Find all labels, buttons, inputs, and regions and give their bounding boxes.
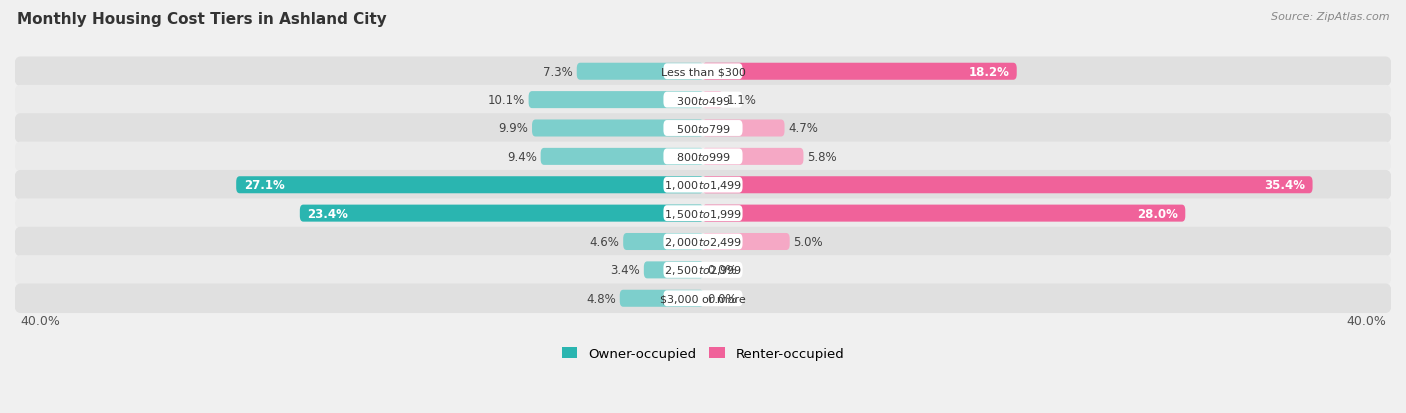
FancyBboxPatch shape xyxy=(664,234,742,250)
Text: Monthly Housing Cost Tiers in Ashland City: Monthly Housing Cost Tiers in Ashland Ci… xyxy=(17,12,387,27)
FancyBboxPatch shape xyxy=(703,64,1017,81)
Text: 18.2%: 18.2% xyxy=(969,66,1010,78)
FancyBboxPatch shape xyxy=(703,205,1185,222)
Text: Less than $300: Less than $300 xyxy=(661,67,745,77)
Text: 23.4%: 23.4% xyxy=(308,207,349,220)
FancyBboxPatch shape xyxy=(14,284,1392,313)
FancyBboxPatch shape xyxy=(703,149,803,166)
Text: 7.3%: 7.3% xyxy=(543,66,574,78)
Text: $2,500 to $2,999: $2,500 to $2,999 xyxy=(664,264,742,277)
Text: 1.1%: 1.1% xyxy=(727,94,756,107)
FancyBboxPatch shape xyxy=(531,120,703,137)
FancyBboxPatch shape xyxy=(14,171,1392,200)
Text: 40.0%: 40.0% xyxy=(1346,314,1386,327)
FancyBboxPatch shape xyxy=(14,114,1392,143)
Text: $1,500 to $1,999: $1,500 to $1,999 xyxy=(664,207,742,220)
FancyBboxPatch shape xyxy=(14,199,1392,228)
FancyBboxPatch shape xyxy=(664,291,742,306)
FancyBboxPatch shape xyxy=(664,149,742,165)
Text: 0.0%: 0.0% xyxy=(707,264,737,277)
FancyBboxPatch shape xyxy=(664,177,742,193)
Text: 10.1%: 10.1% xyxy=(488,94,524,107)
FancyBboxPatch shape xyxy=(14,85,1392,115)
Text: $1,000 to $1,499: $1,000 to $1,499 xyxy=(664,179,742,192)
Text: $500 to $799: $500 to $799 xyxy=(675,123,731,135)
Text: $800 to $999: $800 to $999 xyxy=(675,151,731,163)
Text: Source: ZipAtlas.com: Source: ZipAtlas.com xyxy=(1271,12,1389,22)
Text: 9.9%: 9.9% xyxy=(499,122,529,135)
Text: $2,000 to $2,499: $2,000 to $2,499 xyxy=(664,235,742,248)
Text: $3,000 or more: $3,000 or more xyxy=(661,294,745,304)
Text: 35.4%: 35.4% xyxy=(1264,179,1305,192)
FancyBboxPatch shape xyxy=(299,205,703,222)
Text: 5.0%: 5.0% xyxy=(793,235,823,248)
FancyBboxPatch shape xyxy=(703,233,790,250)
Text: 5.8%: 5.8% xyxy=(807,150,837,164)
Text: 4.6%: 4.6% xyxy=(589,235,620,248)
FancyBboxPatch shape xyxy=(236,177,703,194)
FancyBboxPatch shape xyxy=(14,57,1392,87)
Text: 0.0%: 0.0% xyxy=(707,292,737,305)
FancyBboxPatch shape xyxy=(644,262,703,279)
FancyBboxPatch shape xyxy=(703,177,1313,194)
FancyBboxPatch shape xyxy=(541,149,703,166)
Legend: Owner-occupied, Renter-occupied: Owner-occupied, Renter-occupied xyxy=(557,342,849,366)
FancyBboxPatch shape xyxy=(529,92,703,109)
FancyBboxPatch shape xyxy=(14,256,1392,285)
Text: 28.0%: 28.0% xyxy=(1137,207,1178,220)
FancyBboxPatch shape xyxy=(14,227,1392,256)
FancyBboxPatch shape xyxy=(664,93,742,108)
FancyBboxPatch shape xyxy=(576,64,703,81)
FancyBboxPatch shape xyxy=(623,233,703,250)
FancyBboxPatch shape xyxy=(703,120,785,137)
Text: 9.4%: 9.4% xyxy=(508,150,537,164)
Text: 40.0%: 40.0% xyxy=(20,314,60,327)
FancyBboxPatch shape xyxy=(664,262,742,278)
FancyBboxPatch shape xyxy=(664,64,742,80)
Text: $300 to $499: $300 to $499 xyxy=(675,95,731,107)
FancyBboxPatch shape xyxy=(703,92,723,109)
FancyBboxPatch shape xyxy=(620,290,703,307)
FancyBboxPatch shape xyxy=(664,206,742,221)
Text: 4.7%: 4.7% xyxy=(789,122,818,135)
Text: 3.4%: 3.4% xyxy=(610,264,640,277)
FancyBboxPatch shape xyxy=(14,142,1392,172)
FancyBboxPatch shape xyxy=(664,121,742,137)
Text: 4.8%: 4.8% xyxy=(586,292,616,305)
Text: 27.1%: 27.1% xyxy=(243,179,284,192)
